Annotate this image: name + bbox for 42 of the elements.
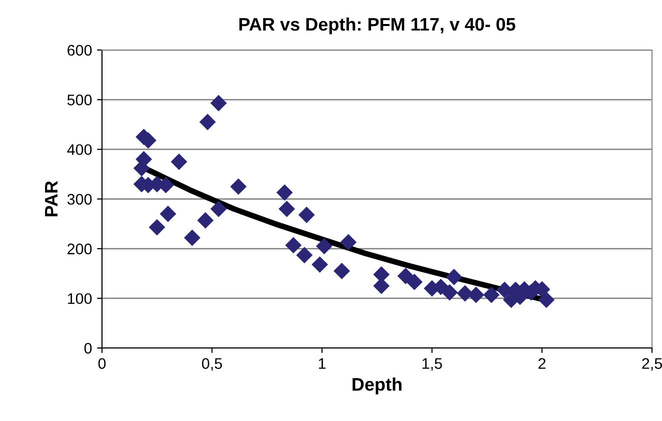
point <box>197 212 214 229</box>
y-tick-label: 100 <box>68 293 92 304</box>
point <box>340 234 357 250</box>
point <box>312 256 328 273</box>
point <box>199 114 216 130</box>
x-axis-title: Depth <box>352 378 402 394</box>
point <box>278 200 296 218</box>
point <box>148 219 166 236</box>
point <box>316 238 332 254</box>
point <box>170 154 188 170</box>
point <box>456 285 474 302</box>
x-tick-label: 2,5 <box>642 358 662 371</box>
x-tick-label: 2 <box>538 358 546 369</box>
point <box>160 206 176 222</box>
point <box>230 178 247 195</box>
point <box>285 236 302 254</box>
y-tick-label: 400 <box>67 144 92 156</box>
point <box>446 268 462 286</box>
point <box>441 284 458 301</box>
point <box>184 230 200 246</box>
y-tick-label: 300 <box>67 194 92 205</box>
y-tick-label: 200 <box>68 244 92 254</box>
point <box>210 94 227 112</box>
point <box>397 268 414 284</box>
point <box>468 286 484 304</box>
chart-title: PAR vs Depth: PFM 117, v 40- 05 <box>239 17 516 34</box>
point <box>538 292 555 308</box>
x-tick-label: 0 <box>98 358 106 369</box>
point <box>296 246 313 264</box>
point <box>406 274 423 290</box>
point <box>298 206 315 224</box>
y-axis-title: PAR <box>45 180 58 216</box>
y-tick-label: 500 <box>67 94 92 106</box>
point <box>334 262 350 280</box>
point <box>210 200 227 218</box>
x-tick-label: 1 <box>318 358 326 369</box>
x-tick-label: 0,5 <box>202 358 222 371</box>
y-tick-label: 600 <box>68 44 92 56</box>
y-tick-label: 0 <box>84 342 92 354</box>
x-tick-label: 1,5 <box>422 358 442 371</box>
point <box>483 286 500 304</box>
point <box>276 184 293 201</box>
